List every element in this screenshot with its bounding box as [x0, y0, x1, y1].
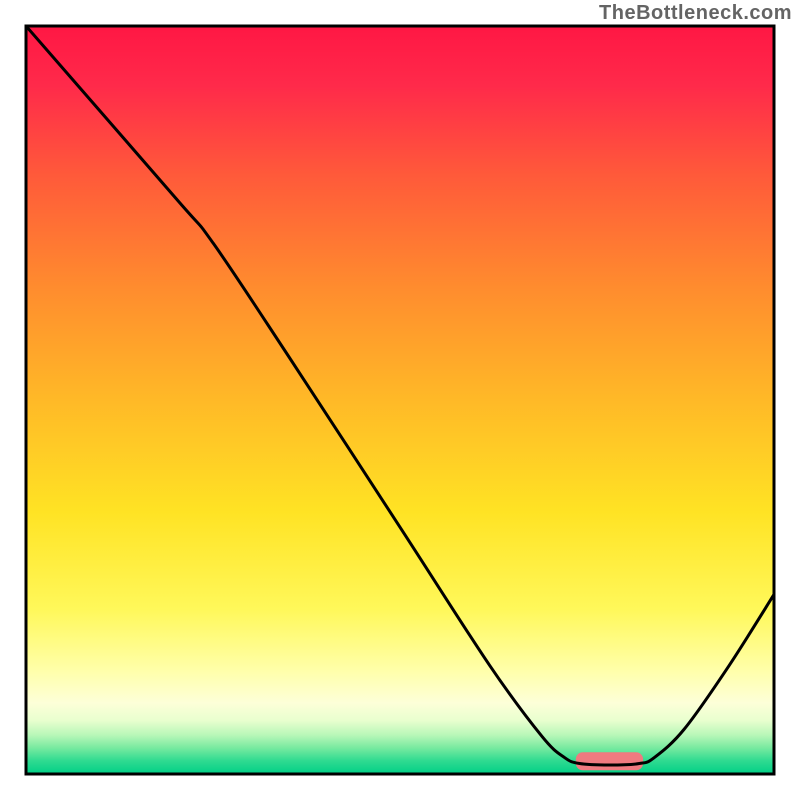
optimal-marker — [576, 752, 643, 770]
gradient-fill — [26, 26, 774, 774]
chart-stage: TheBottleneck.com — [0, 0, 800, 800]
watermark-text: TheBottleneck.com — [599, 2, 792, 25]
plot-area — [26, 26, 774, 774]
bottleneck-chart — [0, 0, 800, 800]
